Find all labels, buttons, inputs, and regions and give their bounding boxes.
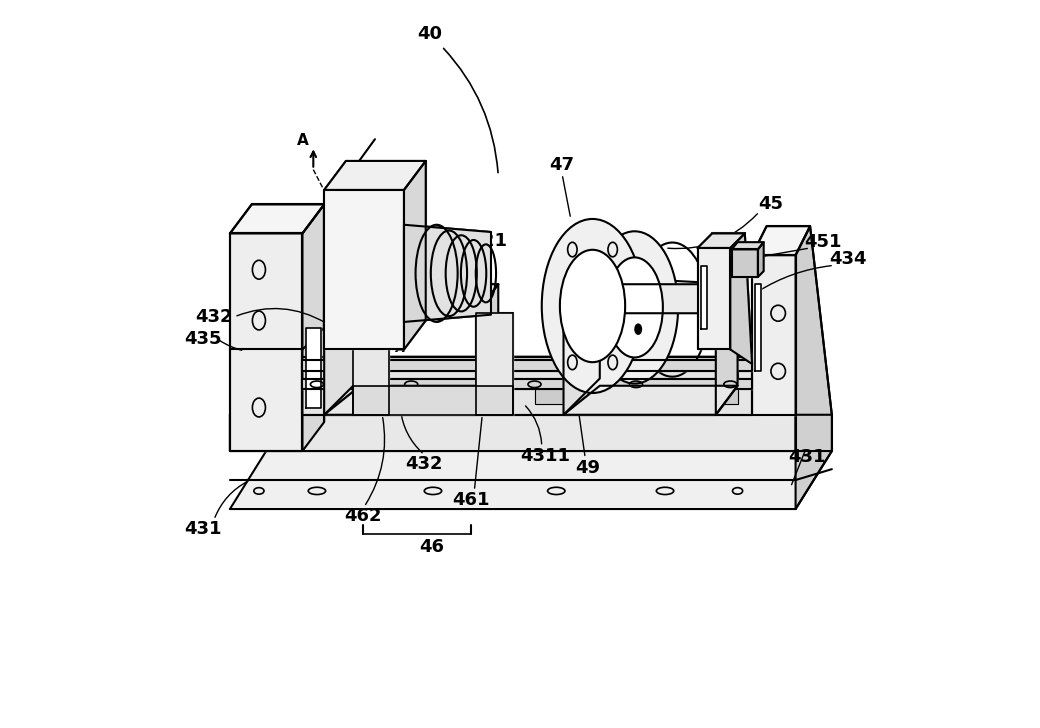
Polygon shape (796, 357, 832, 509)
Polygon shape (303, 357, 752, 415)
Text: 40: 40 (417, 25, 442, 43)
Text: A: A (296, 133, 308, 148)
Polygon shape (230, 451, 832, 509)
Polygon shape (698, 248, 730, 349)
Polygon shape (303, 205, 324, 451)
Text: 46: 46 (419, 538, 444, 555)
Text: 431: 431 (184, 521, 222, 538)
Polygon shape (716, 284, 737, 415)
Polygon shape (324, 277, 361, 415)
Polygon shape (404, 161, 425, 349)
Text: 434: 434 (829, 250, 866, 268)
Polygon shape (404, 225, 491, 322)
Text: 462: 462 (344, 507, 382, 526)
Polygon shape (708, 389, 737, 404)
Text: 44: 44 (359, 178, 384, 195)
Polygon shape (230, 234, 303, 451)
Polygon shape (324, 386, 498, 415)
Text: 47: 47 (549, 156, 574, 173)
Polygon shape (324, 161, 425, 190)
Polygon shape (593, 389, 622, 404)
Text: 431: 431 (787, 448, 825, 466)
Ellipse shape (591, 232, 678, 384)
Polygon shape (796, 226, 832, 415)
Text: 451: 451 (804, 233, 842, 251)
Polygon shape (564, 386, 737, 415)
Polygon shape (698, 234, 745, 248)
Polygon shape (354, 386, 513, 415)
Polygon shape (306, 328, 320, 408)
Ellipse shape (606, 258, 662, 357)
Polygon shape (418, 389, 447, 404)
Polygon shape (651, 389, 679, 404)
Polygon shape (564, 284, 737, 313)
Polygon shape (564, 277, 600, 415)
Polygon shape (535, 389, 564, 404)
Polygon shape (230, 205, 324, 234)
Polygon shape (476, 284, 498, 415)
Ellipse shape (542, 219, 644, 393)
Polygon shape (701, 266, 707, 329)
Polygon shape (230, 357, 796, 451)
Text: 461: 461 (452, 491, 490, 510)
Ellipse shape (560, 250, 625, 363)
Polygon shape (476, 313, 513, 415)
Text: 45: 45 (758, 195, 783, 213)
Ellipse shape (635, 325, 641, 334)
Polygon shape (758, 242, 763, 277)
Polygon shape (361, 389, 389, 404)
Text: 432: 432 (196, 308, 233, 326)
Polygon shape (755, 284, 761, 371)
Polygon shape (732, 242, 763, 250)
Text: A: A (395, 341, 405, 355)
Text: 49: 49 (576, 459, 601, 477)
Text: 4321: 4321 (458, 232, 508, 250)
Polygon shape (303, 360, 752, 371)
Polygon shape (730, 234, 752, 364)
Polygon shape (732, 250, 758, 277)
Polygon shape (476, 389, 505, 404)
Text: 432: 432 (406, 455, 443, 473)
Text: 435: 435 (184, 330, 222, 347)
Polygon shape (324, 190, 404, 349)
Text: 4311: 4311 (520, 447, 570, 465)
Polygon shape (752, 226, 810, 256)
Polygon shape (303, 379, 752, 389)
Polygon shape (324, 284, 498, 313)
Polygon shape (354, 313, 389, 415)
Polygon shape (752, 256, 796, 415)
